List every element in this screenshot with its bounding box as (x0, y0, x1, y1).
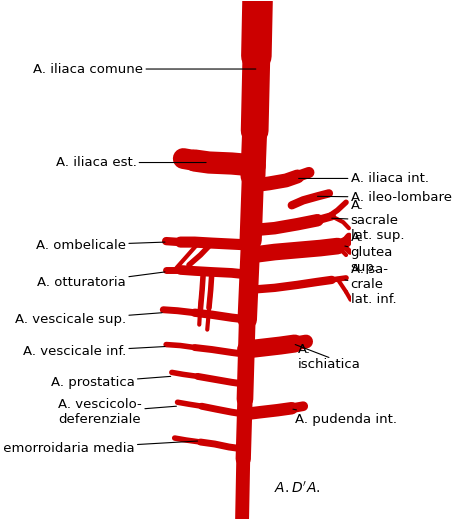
Text: A. iliaca est.: A. iliaca est. (56, 156, 206, 169)
Text: A.
ischiatica: A. ischiatica (295, 344, 361, 371)
Text: A. emorroidaria media: A. emorroidaria media (0, 441, 198, 456)
Text: A. ombelicale: A. ombelicale (36, 239, 165, 252)
Text: A.
glutea
sup.: A. glutea sup. (345, 230, 393, 274)
Text: A. sa-
crale
lat. inf.: A. sa- crale lat. inf. (345, 263, 396, 306)
Text: $\it{A. D'A.}$: $\it{A. D'A.}$ (275, 481, 321, 497)
Text: A. iliaca comune: A. iliaca comune (33, 62, 256, 75)
Text: A. vescicolo-
deferenziale: A. vescicolo- deferenziale (58, 398, 176, 426)
Text: A. otturatoria: A. otturatoria (38, 272, 165, 289)
Text: A. vescicale inf.: A. vescicale inf. (23, 345, 165, 358)
Text: A. iliaca int.: A. iliaca int. (299, 172, 429, 185)
Text: A. ileo-lombare: A. ileo-lombare (318, 191, 452, 204)
Text: A. pudenda int.: A. pudenda int. (293, 409, 397, 426)
Text: A.
sacrale
lat. sup.: A. sacrale lat. sup. (332, 199, 404, 242)
Text: A. vescicale sup.: A. vescicale sup. (15, 313, 162, 326)
Text: A. prostatica: A. prostatica (51, 376, 171, 389)
